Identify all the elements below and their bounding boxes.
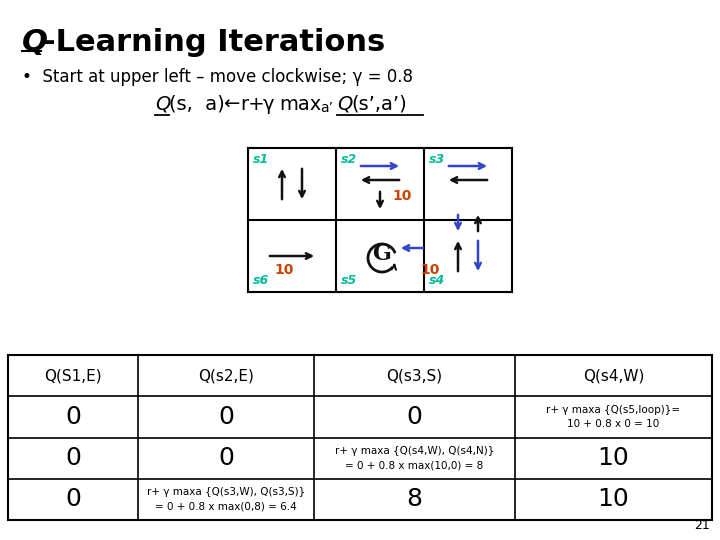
Text: s2: s2 <box>341 153 357 166</box>
Text: 10: 10 <box>274 263 294 277</box>
Text: Q: Q <box>22 28 48 57</box>
Text: 0: 0 <box>218 446 234 470</box>
Text: Q: Q <box>337 95 352 114</box>
Text: 0: 0 <box>66 488 81 511</box>
Text: 8: 8 <box>407 488 423 511</box>
Text: 10: 10 <box>598 446 629 470</box>
Text: 0: 0 <box>66 446 81 470</box>
Text: r+ γ maxa {Q(s3,W), Q(s3,S)}
= 0 + 0.8 x max(0,8) = 6.4: r+ γ maxa {Q(s3,W), Q(s3,S)} = 0 + 0.8 x… <box>147 488 305 511</box>
Text: (s,  a): (s, a) <box>169 95 225 114</box>
Text: (s’,a’): (s’,a’) <box>351 95 407 114</box>
Text: Q: Q <box>155 95 171 114</box>
Text: r+: r+ <box>240 95 265 114</box>
Text: •  Start at upper left – move clockwise; γ = 0.8: • Start at upper left – move clockwise; … <box>22 68 413 86</box>
Text: Q(s4,W): Q(s4,W) <box>582 368 644 383</box>
Bar <box>8 355 712 520</box>
Text: G: G <box>372 243 392 265</box>
Text: 0: 0 <box>218 405 234 429</box>
Text: Q(S1,E): Q(S1,E) <box>45 368 102 383</box>
Text: s1: s1 <box>253 153 269 166</box>
Text: 0: 0 <box>407 405 423 429</box>
Text: ←: ← <box>223 95 239 114</box>
Text: r+ γ maxa {Q(s5,loop)}=
10 + 0.8 x 0 = 10: r+ γ maxa {Q(s5,loop)}= 10 + 0.8 x 0 = 1… <box>546 405 680 429</box>
Text: s6: s6 <box>253 274 269 287</box>
Text: -Learning Iterations: -Learning Iterations <box>43 28 385 57</box>
Text: 10: 10 <box>598 488 629 511</box>
Text: Q(s3,S): Q(s3,S) <box>387 368 443 383</box>
Text: s5: s5 <box>341 274 357 287</box>
Text: 10: 10 <box>392 189 411 203</box>
Text: s4: s4 <box>429 274 445 287</box>
Text: 0: 0 <box>66 405 81 429</box>
Text: s3: s3 <box>429 153 445 166</box>
Text: 10: 10 <box>420 263 440 277</box>
Text: a’: a’ <box>320 101 333 115</box>
Text: Q(s2,E): Q(s2,E) <box>198 368 254 383</box>
Text: r+ γ maxa {Q(s4,W), Q(s4,N)}
= 0 + 0.8 x max(10,0) = 8: r+ γ maxa {Q(s4,W), Q(s4,N)} = 0 + 0.8 x… <box>335 446 494 470</box>
Text: γ: γ <box>263 95 274 114</box>
Text: 21: 21 <box>694 519 710 532</box>
Text: max: max <box>279 95 321 114</box>
